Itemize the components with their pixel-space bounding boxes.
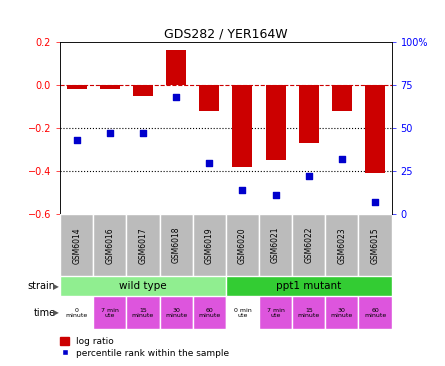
- Bar: [365, 85, 385, 173]
- Text: ▶: ▶: [53, 282, 59, 291]
- Text: 0
minute: 0 minute: [65, 307, 88, 318]
- Text: 15
minute: 15 minute: [298, 307, 320, 318]
- Bar: [259, 296, 292, 329]
- Text: 60
minute: 60 minute: [198, 307, 220, 318]
- Text: 15
minute: 15 minute: [132, 307, 154, 318]
- Point: [272, 192, 279, 198]
- Bar: [292, 296, 325, 329]
- Text: 7 min
ute: 7 min ute: [267, 307, 284, 318]
- Bar: [259, 214, 292, 276]
- Text: GSM6017: GSM6017: [138, 227, 147, 264]
- Point: [73, 137, 80, 143]
- Point: [139, 130, 146, 136]
- Bar: [60, 276, 226, 296]
- Text: GSM6015: GSM6015: [371, 227, 380, 264]
- Point: [106, 130, 113, 136]
- Bar: [67, 85, 87, 89]
- Legend: log ratio, percentile rank within the sample: log ratio, percentile rank within the sa…: [60, 337, 230, 358]
- Text: GSM6016: GSM6016: [105, 227, 114, 264]
- Bar: [93, 296, 126, 329]
- Text: GSM6020: GSM6020: [238, 227, 247, 264]
- Bar: [60, 214, 93, 276]
- Bar: [166, 50, 186, 85]
- Bar: [93, 214, 126, 276]
- Bar: [193, 296, 226, 329]
- Bar: [299, 85, 319, 143]
- Point: [173, 94, 180, 100]
- Bar: [266, 85, 286, 160]
- Point: [206, 160, 213, 165]
- Text: GSM6023: GSM6023: [337, 227, 346, 264]
- Text: GSM6021: GSM6021: [271, 227, 280, 264]
- Text: 30
minute: 30 minute: [165, 307, 187, 318]
- Text: wild type: wild type: [119, 281, 167, 291]
- Text: ppt1 mutant: ppt1 mutant: [276, 281, 341, 291]
- Text: time: time: [33, 308, 56, 318]
- Text: GSM6019: GSM6019: [205, 227, 214, 264]
- Bar: [226, 214, 259, 276]
- Bar: [325, 296, 359, 329]
- Title: GDS282 / YER164W: GDS282 / YER164W: [164, 28, 287, 41]
- Point: [239, 187, 246, 193]
- Text: 7 min
ute: 7 min ute: [101, 307, 119, 318]
- Text: 30
minute: 30 minute: [331, 307, 353, 318]
- Point: [338, 156, 345, 162]
- Text: 60
minute: 60 minute: [364, 307, 386, 318]
- Point: [372, 199, 379, 205]
- Bar: [226, 276, 392, 296]
- Bar: [332, 85, 352, 111]
- Text: strain: strain: [28, 281, 56, 291]
- Bar: [160, 296, 193, 329]
- Text: ▶: ▶: [53, 309, 59, 317]
- Text: GSM6018: GSM6018: [172, 227, 181, 264]
- Bar: [60, 296, 93, 329]
- Bar: [160, 214, 193, 276]
- Text: GSM6014: GSM6014: [72, 227, 81, 264]
- Bar: [100, 85, 120, 89]
- Bar: [325, 214, 359, 276]
- Bar: [126, 214, 160, 276]
- Bar: [199, 85, 219, 111]
- Bar: [359, 214, 392, 276]
- Bar: [226, 296, 259, 329]
- Bar: [193, 214, 226, 276]
- Text: GSM6022: GSM6022: [304, 227, 313, 264]
- Point: [305, 173, 312, 179]
- Bar: [126, 296, 160, 329]
- Bar: [232, 85, 252, 167]
- Bar: [359, 296, 392, 329]
- Text: 0 min
ute: 0 min ute: [234, 307, 251, 318]
- Bar: [133, 85, 153, 96]
- Bar: [292, 214, 325, 276]
